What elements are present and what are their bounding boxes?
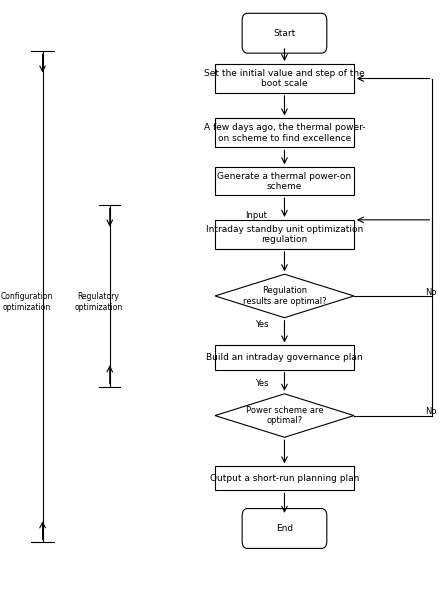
FancyBboxPatch shape (215, 118, 354, 147)
Text: End: End (276, 524, 293, 533)
Polygon shape (215, 394, 354, 437)
FancyBboxPatch shape (215, 220, 354, 249)
Text: Input: Input (245, 211, 267, 219)
Text: No: No (426, 408, 437, 416)
Text: A few days ago, the thermal power-
on scheme to find excellence: A few days ago, the thermal power- on sc… (204, 123, 365, 143)
FancyBboxPatch shape (215, 167, 354, 195)
Text: Output a short-run planning plan: Output a short-run planning plan (210, 474, 359, 483)
Text: Regulation
results are optimal?: Regulation results are optimal? (243, 286, 326, 306)
Text: Yes: Yes (255, 321, 269, 329)
Text: Set the initial value and step of the
boot scale: Set the initial value and step of the bo… (204, 69, 365, 88)
Text: Start: Start (273, 29, 296, 37)
Text: Power scheme are
optimal?: Power scheme are optimal? (246, 406, 323, 425)
Text: No: No (426, 288, 437, 297)
FancyBboxPatch shape (215, 64, 354, 93)
Text: Build an intraday governance plan: Build an intraday governance plan (206, 353, 363, 362)
Text: Yes: Yes (255, 379, 269, 388)
Text: Intraday standby unit optimization
regulation: Intraday standby unit optimization regul… (206, 225, 363, 244)
FancyBboxPatch shape (215, 345, 354, 370)
Text: Configuration
optimization: Configuration optimization (1, 292, 53, 312)
Text: Regulatory
optimization: Regulatory optimization (74, 292, 123, 312)
FancyBboxPatch shape (215, 466, 354, 490)
FancyBboxPatch shape (242, 509, 327, 548)
Polygon shape (215, 274, 354, 318)
Text: Generate a thermal power-on
scheme: Generate a thermal power-on scheme (217, 172, 352, 191)
FancyBboxPatch shape (242, 13, 327, 53)
